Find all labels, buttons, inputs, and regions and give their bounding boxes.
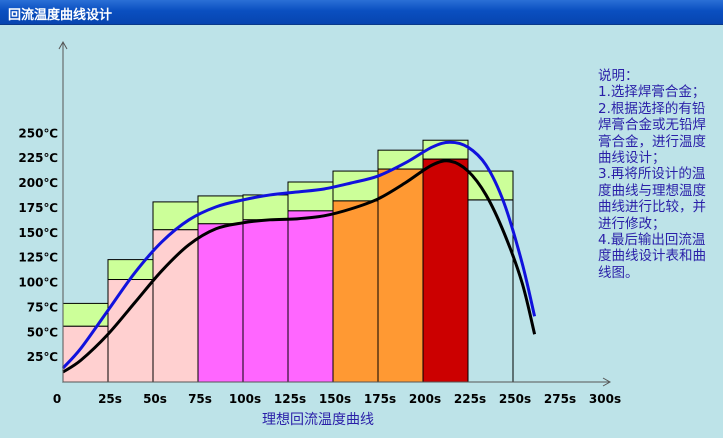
x-tick-label: 25s (98, 392, 122, 406)
zone-bar-7 (377, 168, 424, 383)
x-tick-label: 250s (499, 392, 531, 406)
y-tick-label: 225℃ (18, 151, 58, 165)
x-tick-label: 175s (364, 392, 396, 406)
x-axis-label: 理想回流温度曲线 (262, 412, 374, 428)
design-curve (61, 140, 537, 370)
x-tick-label: 125s (274, 392, 306, 406)
instruction-step-4: 4.最后输出回流温度曲线设计表和曲线图。 (598, 232, 706, 281)
zone-bar-1 (107, 279, 154, 383)
ideal-curve (62, 159, 537, 374)
ideal-band-5 (287, 181, 334, 212)
window-title: 回流温度曲线设计 (8, 8, 113, 23)
y-tick-label: 50℃ (27, 325, 58, 339)
zone-bar-4 (242, 219, 289, 383)
zone-bar-2 (152, 229, 199, 383)
x-tick-label: 225s (454, 392, 486, 406)
x-tick-label: 300s (589, 392, 621, 406)
title-bar[interactable]: 回流温度曲线设计 (0, 0, 723, 25)
zone-bar-3 (197, 223, 244, 383)
x-tick-label: 275s (544, 392, 576, 406)
zone-bar-8 (422, 158, 469, 383)
y-tick-label: 150℃ (18, 226, 58, 240)
x-tick-label: 100s (229, 392, 261, 406)
y-tick-label: 250℃ (18, 126, 58, 140)
instruction-step-3: 3.再将所设计的温度曲线与理想温度曲线进行比较，并进行修改； (598, 166, 706, 232)
y-tick-label: 200℃ (18, 176, 58, 190)
zone-bar-6 (332, 200, 379, 383)
x-tick-label: 0 (53, 392, 61, 406)
y-axis-arrow-icon (58, 40, 68, 50)
zone-bar-5 (287, 210, 334, 383)
x-tick-label: 200s (409, 392, 441, 406)
instruction-step-1: 1.选择焊膏合金； (598, 84, 706, 101)
instruction-step-2: 2.根据选择的有铅焊膏合金或无铅焊膏合金，进行温度曲线设计； (598, 100, 706, 167)
instructions-heading: 说明： (598, 68, 639, 84)
y-tick-label: 175℃ (18, 201, 58, 215)
y-tick-label: 125℃ (18, 251, 58, 265)
zone-bar-0 (62, 325, 109, 383)
y-tick-label: 25℃ (27, 350, 58, 364)
ideal-band-0 (62, 302, 109, 327)
ideal-band-2 (152, 201, 199, 231)
instructions-panel: 说明： 1.选择焊膏合金； 2.根据选择的有铅焊膏合金或无铅焊膏合金，进行温度曲… (598, 68, 716, 281)
y-tick-label: 100℃ (18, 276, 58, 290)
ideal-band-9 (467, 170, 514, 201)
x-tick-label: 150s (319, 392, 351, 406)
x-tick-label: 50s (143, 392, 167, 406)
zone-bar-9 (467, 199, 514, 383)
x-axis-arrow-icon (602, 377, 612, 387)
y-tick-label: 75℃ (27, 300, 58, 314)
x-tick-label: 75s (188, 392, 212, 406)
